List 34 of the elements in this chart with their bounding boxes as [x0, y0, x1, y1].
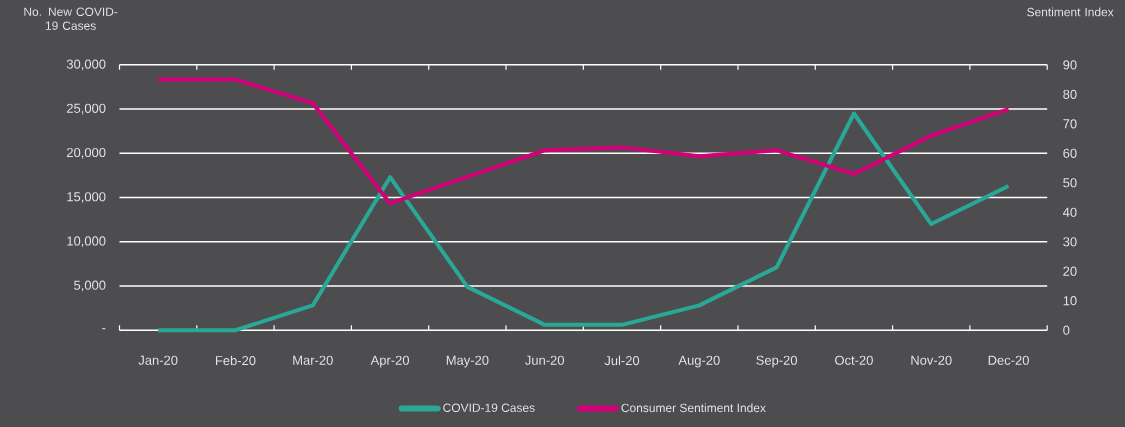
y-tick-label: 20,000 — [66, 147, 106, 159]
y-tick-label: 5,000 — [74, 280, 106, 292]
x-tick-label: Oct-20 — [835, 355, 873, 365]
x-tick-label: Mar-20 — [293, 355, 333, 365]
x-tick-label: Dec-20 — [988, 355, 1029, 365]
x-tick-label: Jul-20 — [604, 355, 640, 366]
y2-tick-label: 30 — [1063, 237, 1077, 247]
x-tick-label: Aug-20 — [678, 355, 720, 368]
legend-label: COVID-19 Cases — [443, 403, 535, 413]
y2-tick-label: 80 — [1063, 89, 1077, 99]
y-tick-label: 30,000 — [66, 59, 106, 71]
x-tick-label: Apr-20 — [370, 355, 410, 368]
line-series — [156, 111, 1011, 333]
y-tick-label: 15,000 — [67, 192, 106, 203]
y2-tick-label: 40 — [1062, 207, 1077, 217]
y2-tick-label: 20 — [1063, 266, 1077, 276]
x-tick-label: Nov-20 — [911, 355, 952, 365]
y2-tick-label: 60 — [1063, 148, 1077, 158]
x-tick-label: Jan-20 — [138, 355, 178, 365]
y2-tick-label: 90 — [1063, 60, 1077, 70]
y2-axis-title: Sentiment Index — [1027, 7, 1114, 17]
x-tick-label: Sep-20 — [756, 355, 798, 368]
y2-tick-label: 0 — [1063, 325, 1070, 335]
y-tick-label: - — [102, 328, 106, 330]
y2-tick-label: 10 — [1063, 296, 1077, 306]
y-tick-label: 10,000 — [67, 236, 106, 248]
x-tick-label: May-20 — [446, 355, 489, 368]
legend-label: Consumer Sentiment Index — [621, 403, 766, 413]
x-tick-label: Feb-20 — [215, 355, 256, 366]
x-tick-label: Jun-20 — [525, 355, 565, 365]
y2-tick-label: 70 — [1063, 119, 1077, 129]
y-tick-label: 25,000 — [66, 103, 106, 115]
y2-tick-label: 50 — [1063, 178, 1077, 188]
y-axis-title: No. New COVID-19 Cases — [24, 7, 118, 30]
